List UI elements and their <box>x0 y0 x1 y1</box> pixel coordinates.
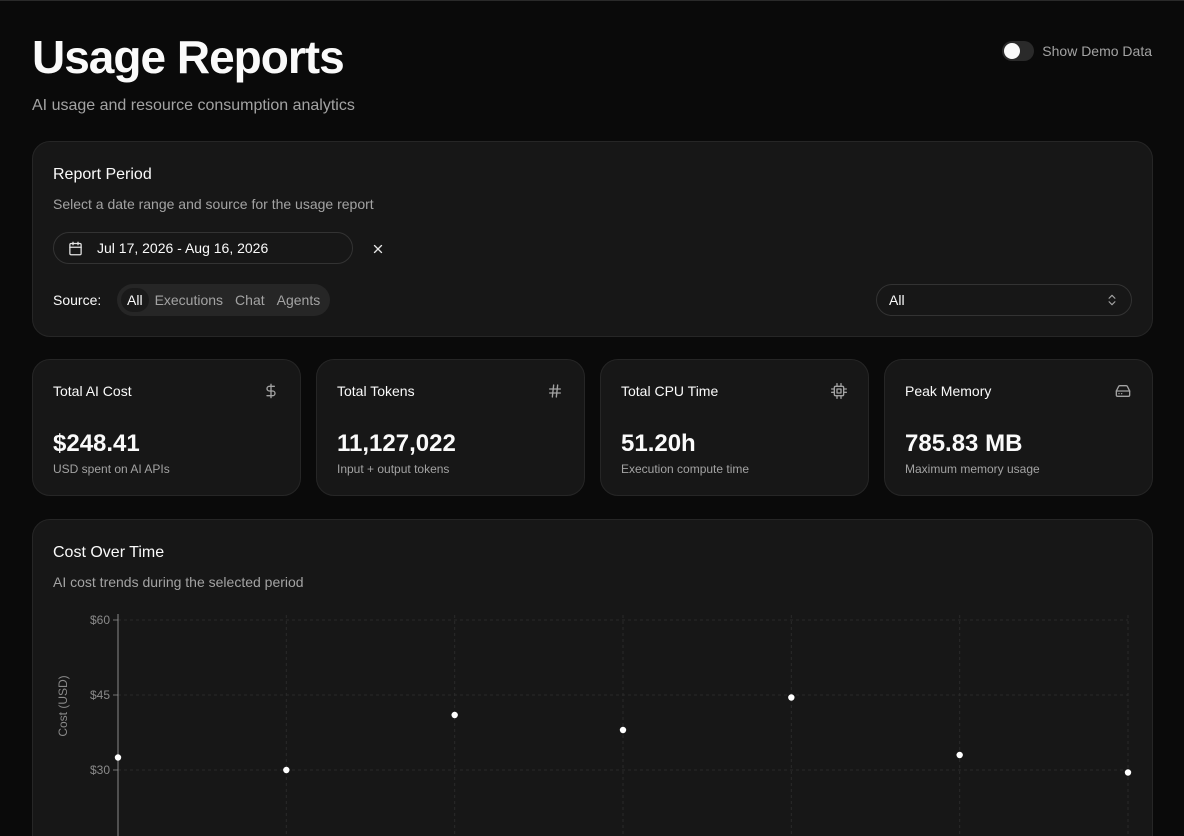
demo-data-switch[interactable] <box>1002 41 1035 61</box>
source-select[interactable]: All <box>876 284 1132 316</box>
dollar-icon <box>262 382 280 400</box>
stat-caption: Maximum memory usage <box>905 462 1040 476</box>
demo-data-toggle-group: Show Demo Data <box>1002 41 1152 61</box>
data-point <box>956 751 963 759</box>
source-tab-agents[interactable]: Agents <box>276 292 321 308</box>
stat-title: Total Tokens <box>337 383 415 399</box>
stat-value: 785.83 MB <box>905 430 1023 457</box>
y-tick-label: $45 <box>90 688 110 702</box>
stat-caption: USD spent on AI APIs <box>53 462 170 476</box>
stat-caption: Input + output tokens <box>337 462 450 476</box>
switch-thumb <box>1004 43 1021 59</box>
stat-card-total-tokens: Total Tokens 11,127,022 Input + output t… <box>316 359 585 496</box>
stat-title: Total AI Cost <box>53 383 132 399</box>
calendar-icon <box>68 241 83 256</box>
report-period-title: Report Period <box>53 166 152 183</box>
y-tick-label: $30 <box>90 763 110 777</box>
clear-date-button[interactable] <box>367 238 389 260</box>
data-point <box>114 754 122 761</box>
source-label: Source: <box>53 292 102 308</box>
source-tab-chat[interactable]: Chat <box>235 292 265 308</box>
stat-value: $248.41 <box>53 430 140 457</box>
cost-over-time-card: Cost Over Time AI cost trends during the… <box>32 519 1153 836</box>
page-title: Usage Reports <box>32 31 345 83</box>
source-tab-all[interactable]: All <box>121 288 149 312</box>
data-point <box>283 766 290 774</box>
source-select-value: All <box>889 292 905 308</box>
y-tick-label: $60 <box>90 613 110 627</box>
data-point <box>451 711 458 719</box>
hard-drive-icon <box>1114 382 1132 400</box>
stat-value: 11,127,022 <box>337 430 456 457</box>
source-tabs: All Executions Chat Agents <box>117 284 331 316</box>
data-point <box>788 694 795 701</box>
stat-card-total-ai-cost: Total AI Cost $248.41 USD spent on AI AP… <box>32 359 301 496</box>
stat-card-peak-memory: Peak Memory 785.83 MB Maximum memory usa… <box>884 359 1153 496</box>
stat-title: Peak Memory <box>905 383 992 399</box>
stat-value: 51.20h <box>621 430 696 457</box>
data-point <box>619 726 627 734</box>
date-range-picker[interactable]: Jul 17, 2026 - Aug 16, 2026 <box>53 232 353 264</box>
chart-description: AI cost trends during the selected perio… <box>53 574 304 590</box>
close-icon <box>371 242 385 256</box>
hash-icon <box>546 382 564 400</box>
page-header: Usage Reports AI usage and resource cons… <box>32 31 355 115</box>
y-axis-label: Cost (USD) <box>56 675 70 736</box>
demo-data-label[interactable]: Show Demo Data <box>1042 43 1152 59</box>
chevron-up-down-icon <box>1105 293 1119 307</box>
data-point <box>1124 769 1132 776</box>
report-period-description: Select a date range and source for the u… <box>53 196 374 212</box>
chart-title: Cost Over Time <box>53 544 165 561</box>
stat-caption: Execution compute time <box>621 462 750 476</box>
cost-chart: $60$45$30$15Cost (USD) <box>56 613 1132 836</box>
date-range-value: Jul 17, 2026 - Aug 16, 2026 <box>97 240 269 256</box>
page-subtitle: AI usage and resource consumption analyt… <box>32 97 355 114</box>
cpu-icon <box>830 382 848 400</box>
source-tab-executions[interactable]: Executions <box>154 292 224 308</box>
report-period-card: Report Period Select a date range and so… <box>32 141 1153 337</box>
stat-title: Total CPU Time <box>621 383 719 399</box>
stat-card-total-cpu-time: Total CPU Time 51.20h Execution compute … <box>600 359 869 496</box>
